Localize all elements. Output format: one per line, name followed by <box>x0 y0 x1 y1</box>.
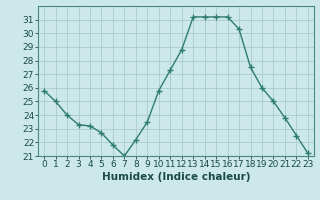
X-axis label: Humidex (Indice chaleur): Humidex (Indice chaleur) <box>102 172 250 182</box>
